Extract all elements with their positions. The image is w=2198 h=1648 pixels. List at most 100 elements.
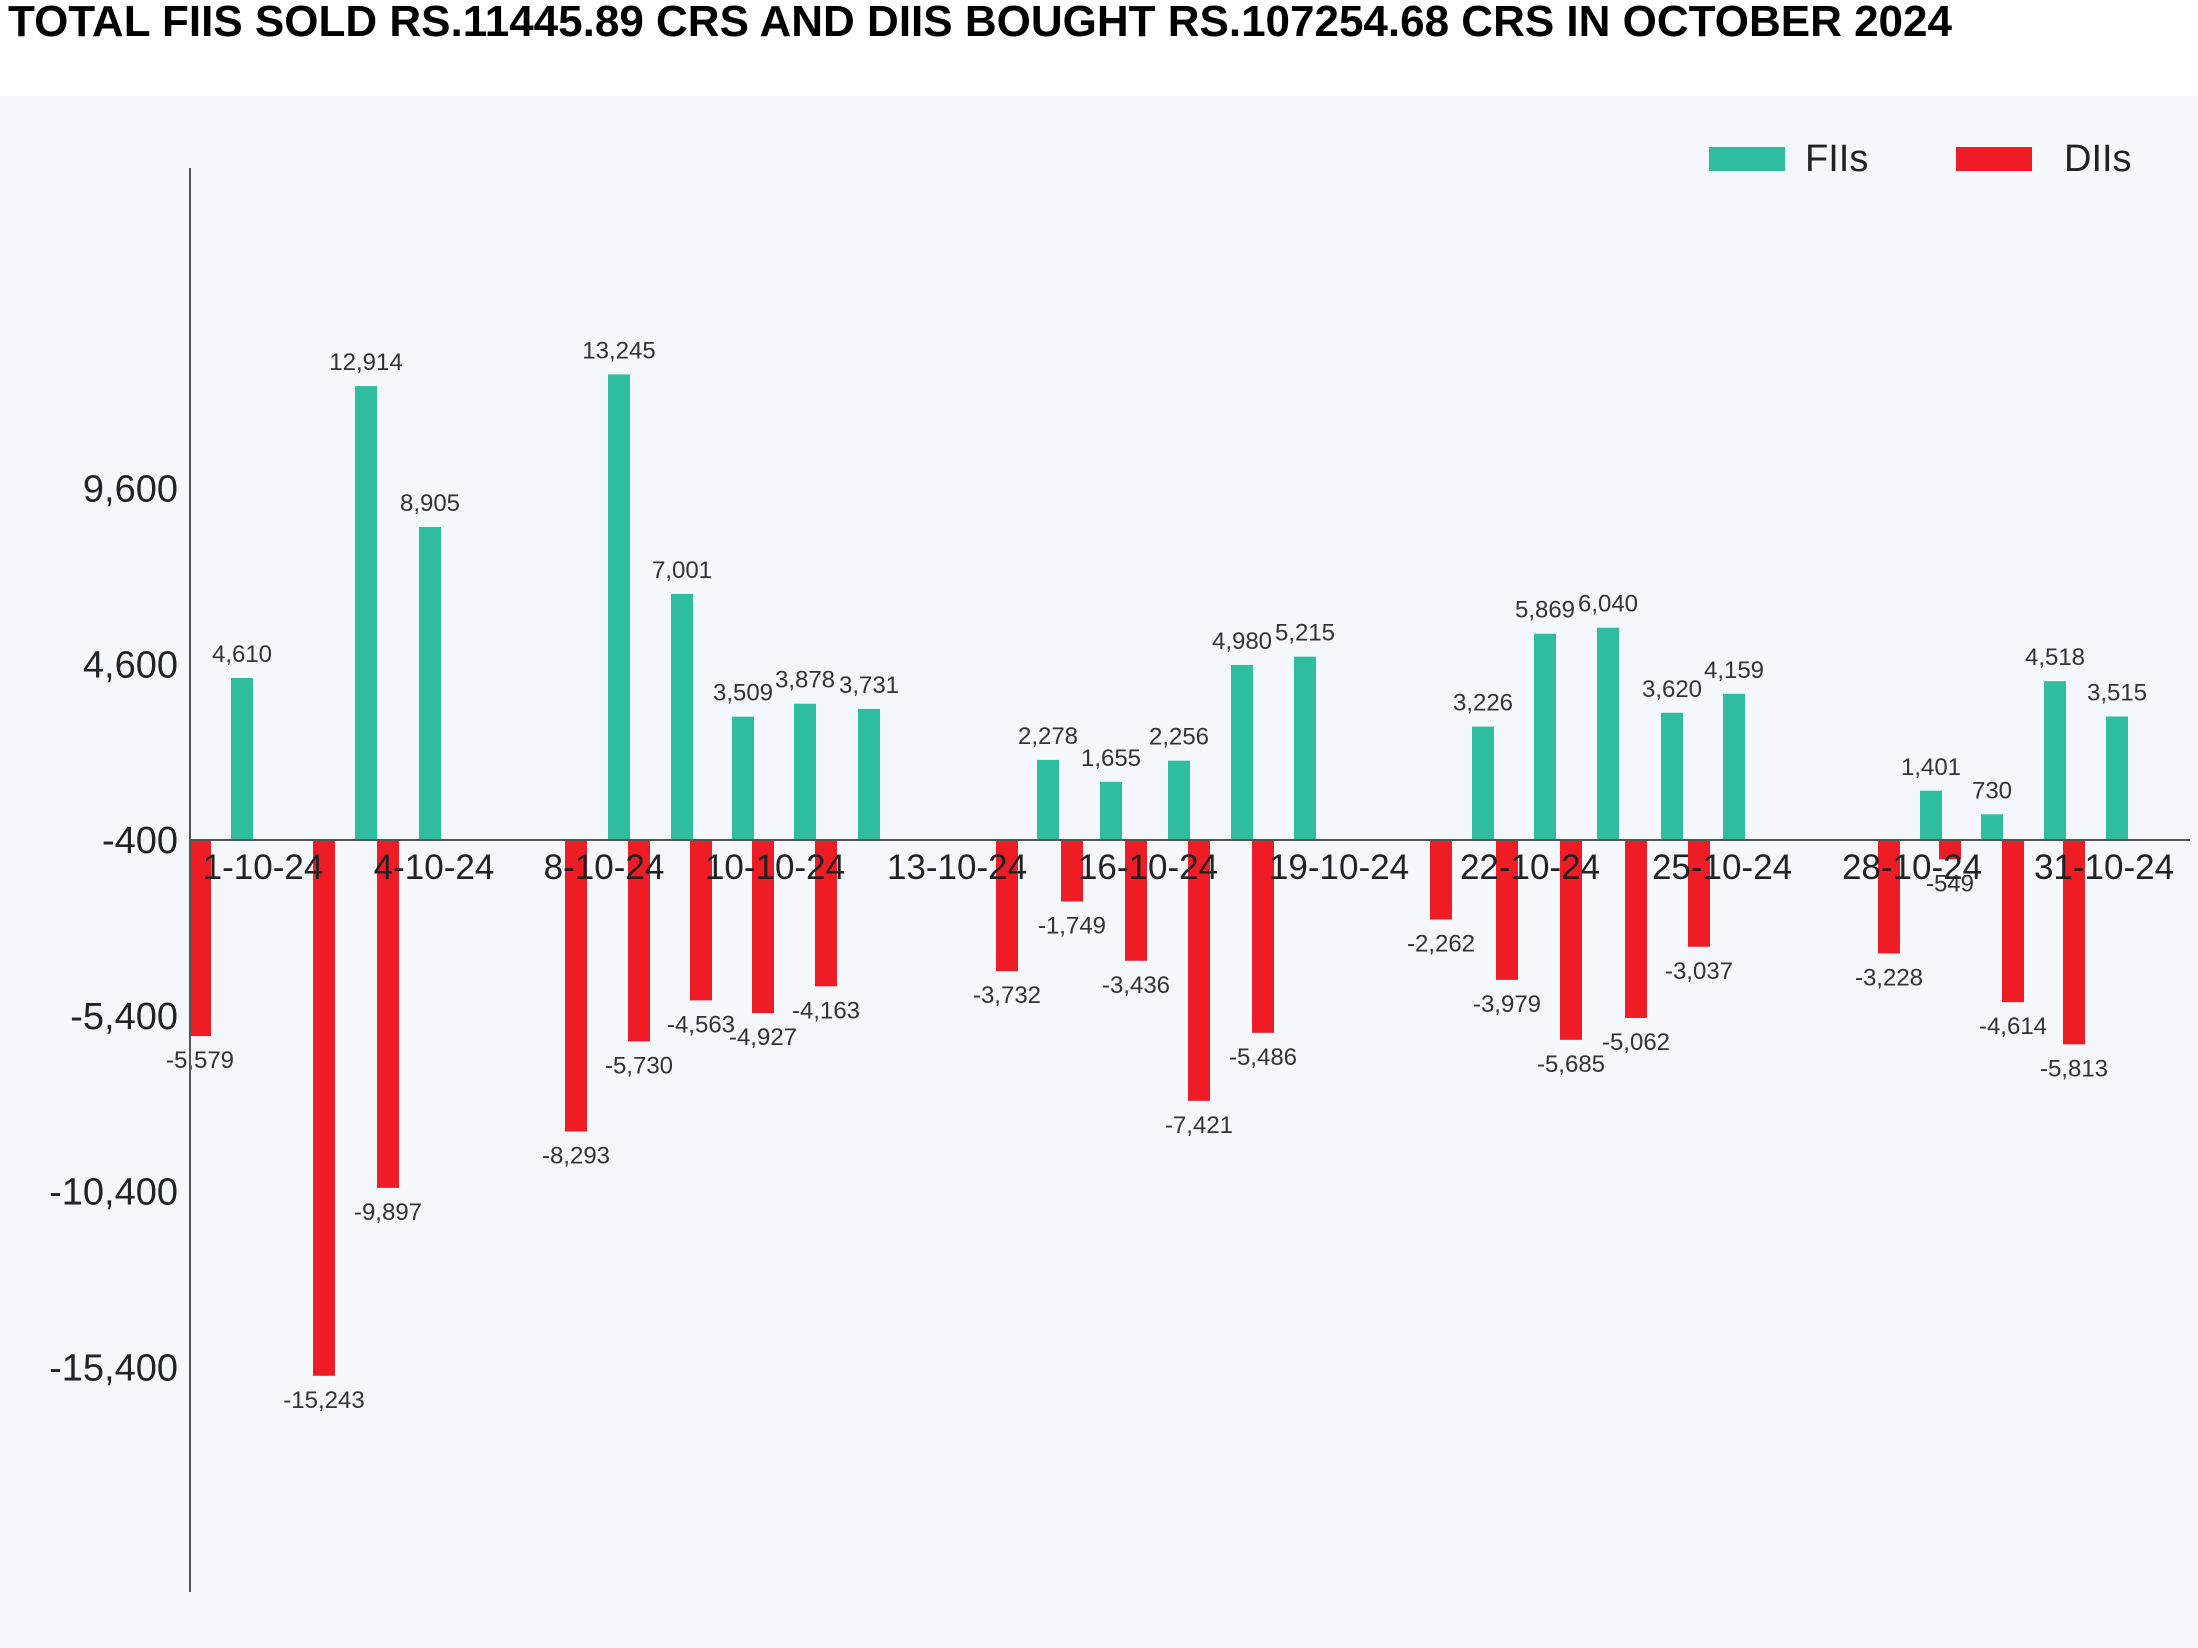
bar-fii	[1472, 726, 1494, 840]
bars-layer	[189, 374, 2128, 1376]
bar-dii	[752, 840, 774, 1014]
data-label-dii: -7,421	[1165, 1112, 1233, 1139]
data-label-dii: -15,243	[283, 1387, 364, 1414]
x-tick-label: 4-10-24	[374, 848, 495, 887]
data-label-fii: 4,518	[2025, 644, 2085, 671]
x-tick-label: 10-10-24	[705, 848, 845, 887]
data-label-fii: 1,655	[1081, 745, 1141, 772]
bar-fii	[794, 703, 816, 840]
legend-swatch-dii	[1956, 147, 2032, 171]
y-tick-label: -10,400	[49, 1172, 178, 1214]
bar-dii	[1560, 840, 1582, 1040]
data-label-fii: 8,905	[400, 490, 460, 517]
data-label-dii: -5,486	[1229, 1044, 1297, 1071]
bar-dii	[313, 840, 335, 1376]
bar-fii	[419, 526, 441, 840]
y-tick-label: -5,400	[70, 996, 178, 1038]
y-tick-label: 9,600	[83, 469, 178, 511]
bar-fii	[608, 374, 630, 840]
x-tick-label: 16-10-24	[1078, 848, 1218, 887]
x-tick-label: 28-10-24	[1842, 848, 1982, 887]
bar-dii	[565, 840, 587, 1132]
bar-fii	[1100, 781, 1122, 840]
bar-dii	[996, 840, 1018, 972]
data-label-fii: 7,001	[652, 557, 712, 584]
data-label-dii: -9,897	[354, 1199, 422, 1226]
data-label-fii: 3,731	[839, 672, 899, 699]
bar-dii	[690, 840, 712, 1001]
y-tick-label: -15,400	[49, 1347, 178, 1389]
bar-dii	[1625, 840, 1647, 1018]
bar-dii	[189, 840, 211, 1037]
data-label-fii: 12,914	[329, 349, 402, 376]
bar-dii	[628, 840, 650, 1042]
data-labels-layer: 4,610 -5,579 12,914 -15,243 8,905 -9,897 13,24…	[166, 337, 2147, 1413]
legend: FIIs DIIs	[1709, 138, 2132, 180]
bar-dii	[1496, 840, 1518, 980]
data-label-dii: -4,563	[667, 1011, 735, 1038]
data-label-dii: -5,579	[166, 1047, 234, 1074]
data-label-fii: 3,226	[1453, 690, 1513, 717]
data-label-fii: 6,040	[1578, 591, 1638, 618]
x-tick-label: 1-10-24	[203, 848, 324, 887]
bar-dii	[1061, 840, 1083, 902]
data-label-dii: -5,730	[605, 1052, 673, 1079]
x-tick-label: 19-10-24	[1269, 848, 1409, 887]
bar-fii	[1661, 712, 1683, 840]
bar-dii	[1688, 840, 1710, 947]
data-label-fii: 3,878	[775, 667, 835, 694]
data-label-dii: -549	[1926, 870, 1974, 897]
bar-dii	[2063, 840, 2085, 1045]
data-label-dii: -3,037	[1665, 958, 1733, 985]
bar-dii	[1252, 840, 1274, 1033]
chart-canvas: 4,610 -5,579 12,914 -15,243 8,905 -9,897 13,24…	[49, 138, 2190, 1592]
data-label-dii: -3,228	[1855, 964, 1923, 991]
bar-fii	[1294, 656, 1316, 840]
data-label-dii: -4,614	[1979, 1013, 2047, 1040]
data-label-fii: 3,620	[1642, 676, 1702, 703]
data-label-fii: 2,256	[1149, 724, 1209, 751]
data-label-fii: 1,401	[1901, 754, 1961, 781]
bar-dii	[815, 840, 837, 987]
data-label-fii: 4,980	[1212, 628, 1272, 655]
data-label-fii: 2,278	[1018, 723, 1078, 750]
y-tick-label: 4,600	[83, 644, 178, 686]
data-label-fii: 730	[1972, 777, 2012, 804]
bar-fii	[1920, 790, 1942, 840]
legend-swatch-fii	[1709, 147, 1785, 171]
legend-label-fii: FIIs	[1805, 138, 1868, 180]
bar-fii	[231, 677, 253, 840]
bar-fii	[1231, 664, 1253, 840]
bar-fii	[671, 593, 693, 840]
data-label-fii: 4,610	[212, 641, 272, 668]
data-label-fii: 4,159	[1704, 657, 1764, 684]
legend-label-dii: DIIs	[2064, 138, 2132, 180]
data-label-dii: -5,685	[1537, 1051, 1605, 1078]
chart-title: TOTAL FIIS SOLD RS.11445.89 CRS AND DIIS…	[8, 0, 1952, 46]
data-label-dii: -2,262	[1407, 931, 1475, 958]
bar-fii	[1597, 627, 1619, 840]
data-label-dii: -4,927	[729, 1024, 797, 1051]
bar-dii	[1125, 840, 1147, 961]
x-axis-ticks: 1-10-24 4-10-24 8-10-24 10-10-24 13-10-24 16-…	[203, 848, 2174, 887]
bar-fii	[2106, 716, 2128, 840]
data-label-dii: -8,293	[542, 1142, 610, 1169]
data-label-dii: -5,062	[1602, 1029, 1670, 1056]
bar-dii	[1430, 840, 1452, 920]
x-tick-label: 31-10-24	[2034, 848, 2174, 887]
y-axis-ticks: 9,600 4,600 -400 -5,400 -10,400 -15,400	[49, 469, 178, 1390]
data-label-dii: -5,813	[2040, 1055, 2108, 1082]
data-label-dii: -3,979	[1473, 991, 1541, 1018]
data-label-dii: -3,732	[973, 982, 1041, 1009]
y-tick-label: -400	[102, 820, 178, 862]
bar-fii	[1168, 760, 1190, 840]
data-label-dii: -4,163	[792, 997, 860, 1024]
data-label-dii: -1,749	[1038, 912, 1106, 939]
x-tick-label: 25-10-24	[1652, 848, 1792, 887]
data-label-fii: 13,245	[582, 337, 655, 364]
x-tick-label: 13-10-24	[887, 848, 1027, 887]
bar-fii	[355, 386, 377, 840]
bar-fii	[732, 716, 754, 840]
bar-dii	[1939, 840, 1961, 860]
bar-fii	[1534, 633, 1556, 840]
